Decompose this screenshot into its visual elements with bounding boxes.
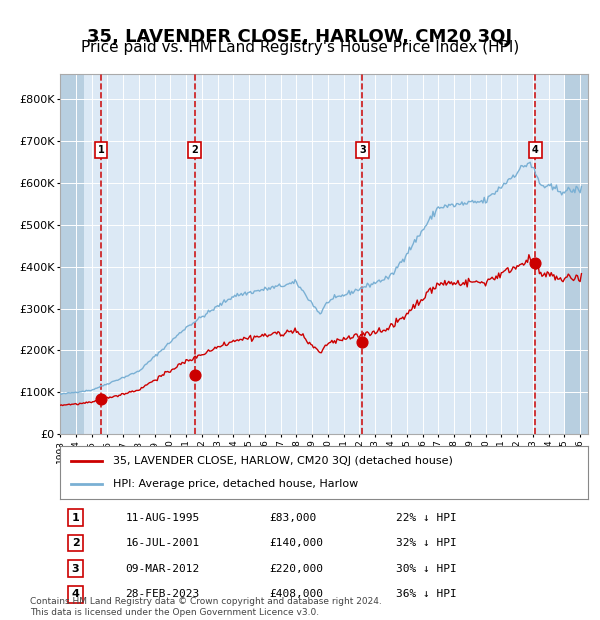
Point: [530, 259, 540, 268]
Text: 35, LAVENDER CLOSE, HARLOW, CM20 3QJ (detached house): 35, LAVENDER CLOSE, HARLOW, CM20 3QJ (de…: [113, 456, 452, 466]
Text: 4: 4: [532, 144, 539, 154]
Text: 4: 4: [71, 589, 80, 600]
Point: [190, 371, 199, 381]
Text: HPI: Average price, detached house, Harlow: HPI: Average price, detached house, Harl…: [113, 479, 358, 489]
Text: £140,000: £140,000: [269, 538, 323, 548]
Text: 28-FEB-2023: 28-FEB-2023: [125, 589, 200, 600]
Text: 3: 3: [72, 564, 79, 574]
Text: 09-MAR-2012: 09-MAR-2012: [125, 564, 200, 574]
Text: 2: 2: [72, 538, 79, 548]
Text: Price paid vs. HM Land Registry's House Price Index (HPI): Price paid vs. HM Land Registry's House …: [81, 40, 519, 55]
Text: 32% ↓ HPI: 32% ↓ HPI: [396, 538, 457, 548]
Text: 2: 2: [191, 144, 198, 154]
Text: 30% ↓ HPI: 30% ↓ HPI: [396, 564, 457, 574]
Point: [96, 394, 106, 404]
Text: 16-JUL-2001: 16-JUL-2001: [125, 538, 200, 548]
Text: £220,000: £220,000: [269, 564, 323, 574]
Bar: [565, 74, 588, 434]
Text: 22% ↓ HPI: 22% ↓ HPI: [396, 513, 457, 523]
Bar: [60, 74, 83, 434]
Text: 1: 1: [72, 513, 79, 523]
Text: Contains HM Land Registry data © Crown copyright and database right 2024.
This d: Contains HM Land Registry data © Crown c…: [30, 598, 382, 617]
Text: £83,000: £83,000: [269, 513, 316, 523]
Text: £408,000: £408,000: [269, 589, 323, 600]
Text: 1: 1: [98, 144, 104, 154]
Text: 11-AUG-1995: 11-AUG-1995: [125, 513, 200, 523]
Text: 3: 3: [359, 144, 366, 154]
Text: 35, LAVENDER CLOSE, HARLOW, CM20 3QJ: 35, LAVENDER CLOSE, HARLOW, CM20 3QJ: [88, 28, 512, 46]
Text: 36% ↓ HPI: 36% ↓ HPI: [396, 589, 457, 600]
Point: [358, 337, 367, 347]
